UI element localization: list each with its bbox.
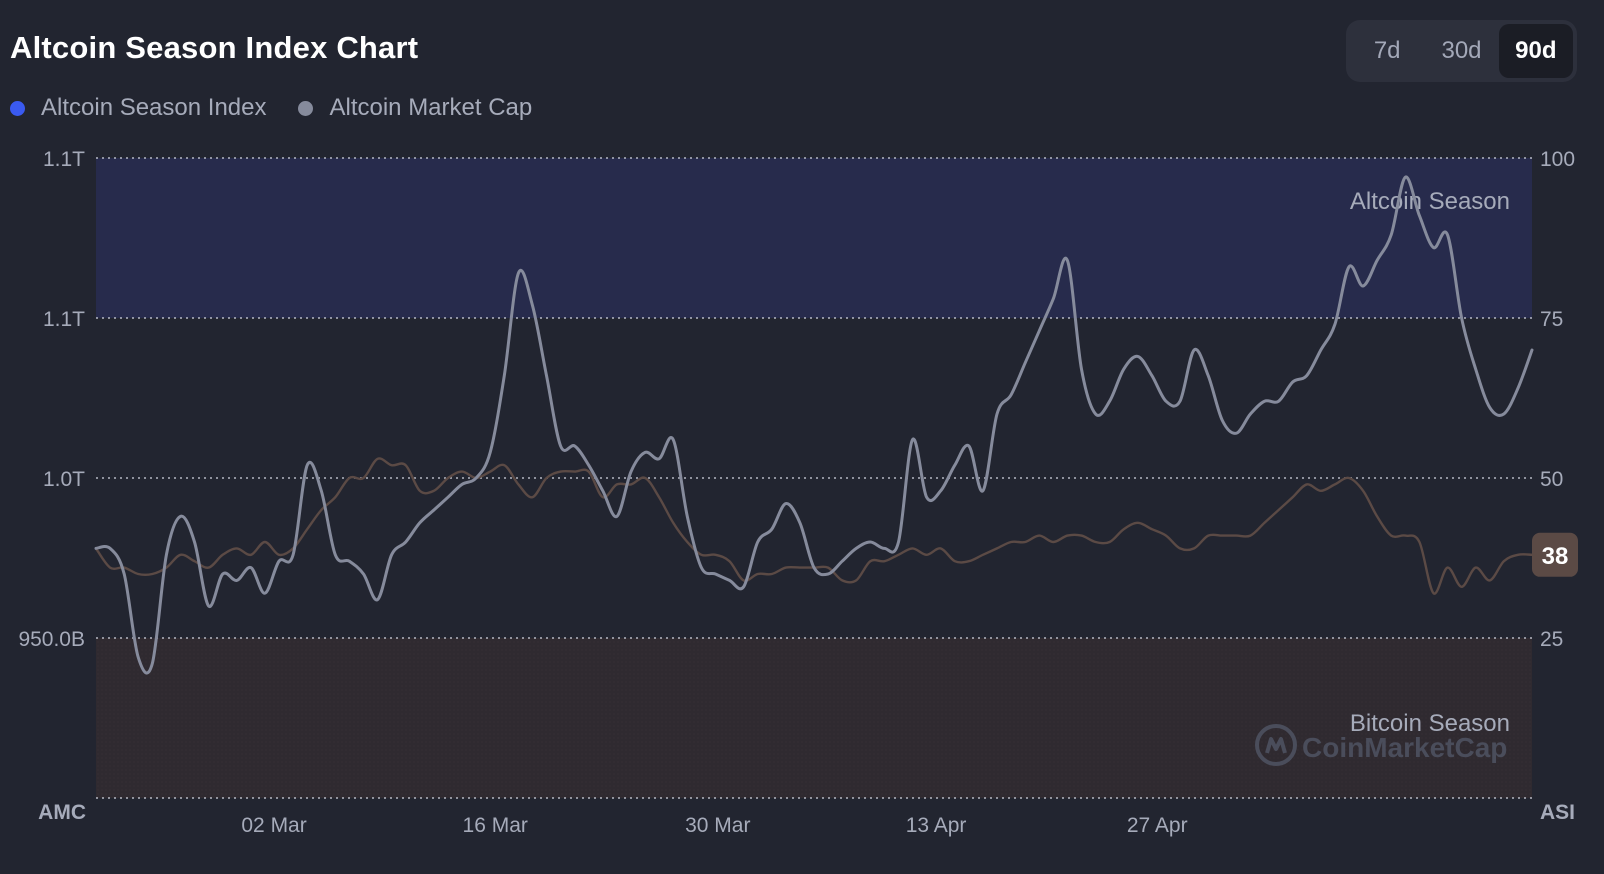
series-line-altcoin-market-cap (94, 175, 1534, 675)
current-value-label: 38 (1542, 543, 1569, 570)
legend-dot-icon (10, 100, 25, 116)
x-axis-tick-label: 13 Apr (906, 814, 967, 837)
tab-7d[interactable]: 7d (1373, 37, 1401, 64)
zone-altcoin-season (96, 158, 1532, 318)
chart-title: Altcoin Season Index Chart (10, 30, 419, 65)
legend-dot-icon (298, 100, 314, 116)
zone-label-bitcoin-season: Bitcoin Season (1350, 710, 1510, 737)
time-range-selector: 7d 30d 90d (1346, 20, 1577, 82)
legend-item-altcoin-season-index[interactable]: Altcoin Season Index (10, 94, 266, 122)
zone-bitcoin-season (96, 638, 1532, 798)
coinmarketcap-watermark: CoinMarketCap (1255, 724, 1507, 766)
left-axis-tick-label: 1.1T (43, 148, 85, 171)
left-axis-tick-label: 950.0B (18, 628, 85, 651)
tab-90d[interactable]: 90d (1498, 24, 1573, 78)
zone-label-altcoin-season: Altcoin Season (1350, 188, 1510, 215)
series-line-altcoin-season-index (94, 457, 1534, 595)
coinmarketcap-logo-icon (1255, 724, 1297, 766)
left-axis-tick-label: 1.1T (43, 308, 85, 331)
left-axis-tick-label: 1.0T (43, 468, 85, 491)
right-axis-title: ASI (1540, 801, 1575, 824)
legend-label: Altcoin Market Cap (329, 94, 533, 121)
right-axis-tick-label: 50 (1540, 468, 1563, 491)
tab-30d[interactable]: 30d (1441, 37, 1482, 64)
current-value-badge (1532, 532, 1578, 577)
right-axis-tick-label: 25 (1540, 628, 1563, 651)
right-axis-tick-label: 75 (1540, 308, 1563, 331)
right-axis-tick-label: 100 (1540, 148, 1575, 171)
chart-legend: Altcoin Season Index Altcoin Market Cap (10, 94, 564, 122)
legend-label: Altcoin Season Index (41, 94, 267, 121)
watermark-text: CoinMarketCap (1302, 732, 1507, 763)
legend-item-altcoin-market-cap[interactable]: Altcoin Market Cap (298, 94, 532, 122)
x-axis-tick-label: 02 Mar (241, 814, 306, 837)
left-axis-title: AMC (38, 801, 86, 824)
x-axis-tick-label: 30 Mar (685, 814, 750, 837)
x-axis-tick-label: 16 Mar (463, 814, 528, 837)
x-axis-tick-label: 27 Apr (1127, 814, 1188, 837)
